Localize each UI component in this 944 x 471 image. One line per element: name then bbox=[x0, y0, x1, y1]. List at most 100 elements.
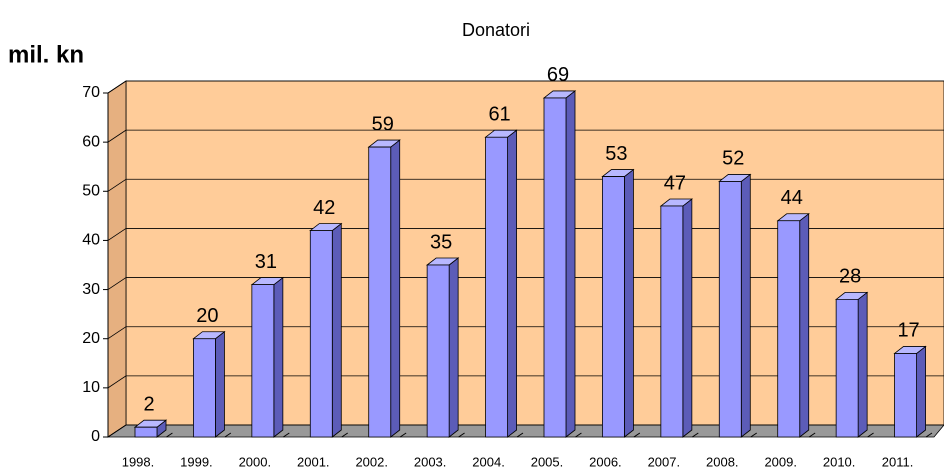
chart-title: Donatori bbox=[462, 20, 530, 40]
bar bbox=[718, 173, 752, 438]
x-tick-label: 2003. bbox=[414, 454, 447, 469]
grid-line bbox=[107, 228, 127, 241]
bar-face bbox=[740, 173, 751, 438]
bar-face bbox=[251, 284, 275, 438]
x-tick-mark bbox=[633, 432, 641, 438]
y-tick-label: 0 bbox=[91, 428, 100, 445]
x-tick-mark bbox=[750, 432, 757, 438]
bar-face bbox=[485, 136, 508, 438]
bar bbox=[133, 419, 168, 438]
x-tick-mark bbox=[692, 432, 699, 438]
grid-line bbox=[107, 129, 127, 143]
x-tick-label: 2004. bbox=[472, 454, 505, 469]
bar-face bbox=[602, 176, 625, 438]
x-tick-mark bbox=[166, 432, 173, 438]
bar-face bbox=[565, 90, 576, 438]
bar-face bbox=[660, 205, 684, 438]
bar-face bbox=[193, 338, 216, 438]
bar-face bbox=[331, 222, 342, 438]
bar-face bbox=[857, 291, 868, 438]
grid-line bbox=[107, 326, 127, 340]
value-label: 17 bbox=[897, 320, 919, 342]
bar-face bbox=[368, 146, 392, 438]
floor bbox=[106, 424, 944, 438]
x-tick-mark bbox=[867, 432, 874, 438]
value-label: 2 bbox=[143, 393, 154, 415]
bar-face bbox=[426, 264, 450, 438]
bar bbox=[484, 129, 518, 438]
bar bbox=[601, 168, 635, 438]
bar-face bbox=[507, 129, 517, 438]
bar bbox=[834, 291, 869, 438]
x-tick-mark bbox=[925, 432, 933, 438]
x-tick-mark bbox=[399, 432, 407, 438]
bar-face bbox=[448, 257, 459, 438]
x-tick-mark bbox=[224, 432, 232, 438]
x-tick-label: 2008. bbox=[706, 454, 739, 469]
value-label: 31 bbox=[255, 251, 277, 273]
bar-face bbox=[390, 139, 401, 438]
x-tick-label: 1998. bbox=[122, 454, 155, 469]
bar-face bbox=[718, 181, 742, 438]
bar bbox=[776, 212, 810, 438]
x-tick-label: 1999. bbox=[180, 454, 213, 469]
grid-line bbox=[107, 277, 127, 290]
bar bbox=[367, 139, 401, 438]
bar bbox=[425, 257, 460, 438]
x-tick-mark bbox=[516, 432, 524, 438]
value-label: 59 bbox=[372, 113, 394, 135]
y-axis-label: mil. kn bbox=[8, 41, 84, 68]
y-tick-label: 70 bbox=[82, 84, 100, 101]
value-label: 69 bbox=[547, 64, 569, 86]
x-tick-mark bbox=[808, 432, 816, 438]
y-tick-label: 60 bbox=[82, 133, 100, 150]
bar-face bbox=[134, 426, 158, 438]
x-tick-mark bbox=[283, 432, 290, 438]
x-tick-label: 2000. bbox=[239, 454, 272, 469]
bar bbox=[893, 345, 927, 438]
bar-face bbox=[543, 97, 567, 438]
grid-line bbox=[107, 375, 127, 389]
x-tick-label: 2001. bbox=[297, 454, 330, 469]
x-tick-label: 2007. bbox=[648, 454, 681, 469]
x-tick-label: 2010. bbox=[823, 454, 856, 469]
bar-face bbox=[309, 230, 333, 438]
value-label: 52 bbox=[722, 148, 744, 170]
y-tick-label: 40 bbox=[82, 232, 100, 249]
side-wall bbox=[107, 80, 127, 438]
value-label: 35 bbox=[430, 231, 452, 253]
bar-face bbox=[624, 168, 634, 438]
bar-face bbox=[916, 345, 926, 438]
y-tick-label: 20 bbox=[82, 330, 100, 347]
y-tick-label: 10 bbox=[82, 379, 100, 396]
bar bbox=[192, 330, 226, 438]
back-wall bbox=[125, 80, 944, 426]
value-label: 47 bbox=[664, 172, 686, 194]
bar bbox=[659, 198, 694, 438]
x-tick-label: 2002. bbox=[355, 454, 388, 469]
value-label: 42 bbox=[313, 197, 335, 219]
y-tick-label: 50 bbox=[82, 183, 100, 200]
bar-face bbox=[835, 298, 859, 438]
x-tick-mark bbox=[575, 432, 582, 438]
bar bbox=[309, 222, 343, 438]
bar-face bbox=[273, 276, 284, 438]
bar-face bbox=[682, 198, 693, 438]
x-tick-mark bbox=[458, 432, 465, 438]
bar-face bbox=[777, 220, 801, 438]
value-label: 44 bbox=[781, 187, 803, 209]
bar bbox=[542, 90, 577, 438]
bar-face bbox=[799, 212, 810, 438]
value-label: 53 bbox=[605, 143, 627, 165]
x-tick-label: 2009. bbox=[764, 454, 797, 469]
bar-face bbox=[215, 330, 225, 438]
x-tick-label: 2006. bbox=[589, 454, 622, 469]
x-tick-mark bbox=[341, 432, 348, 438]
value-label: 20 bbox=[196, 305, 218, 327]
y-tick-label: 30 bbox=[82, 281, 100, 298]
x-tick-label: 2011. bbox=[882, 454, 914, 469]
bar-face bbox=[894, 353, 917, 438]
value-label: 61 bbox=[488, 104, 510, 126]
x-tick-label: 2005. bbox=[531, 454, 564, 469]
